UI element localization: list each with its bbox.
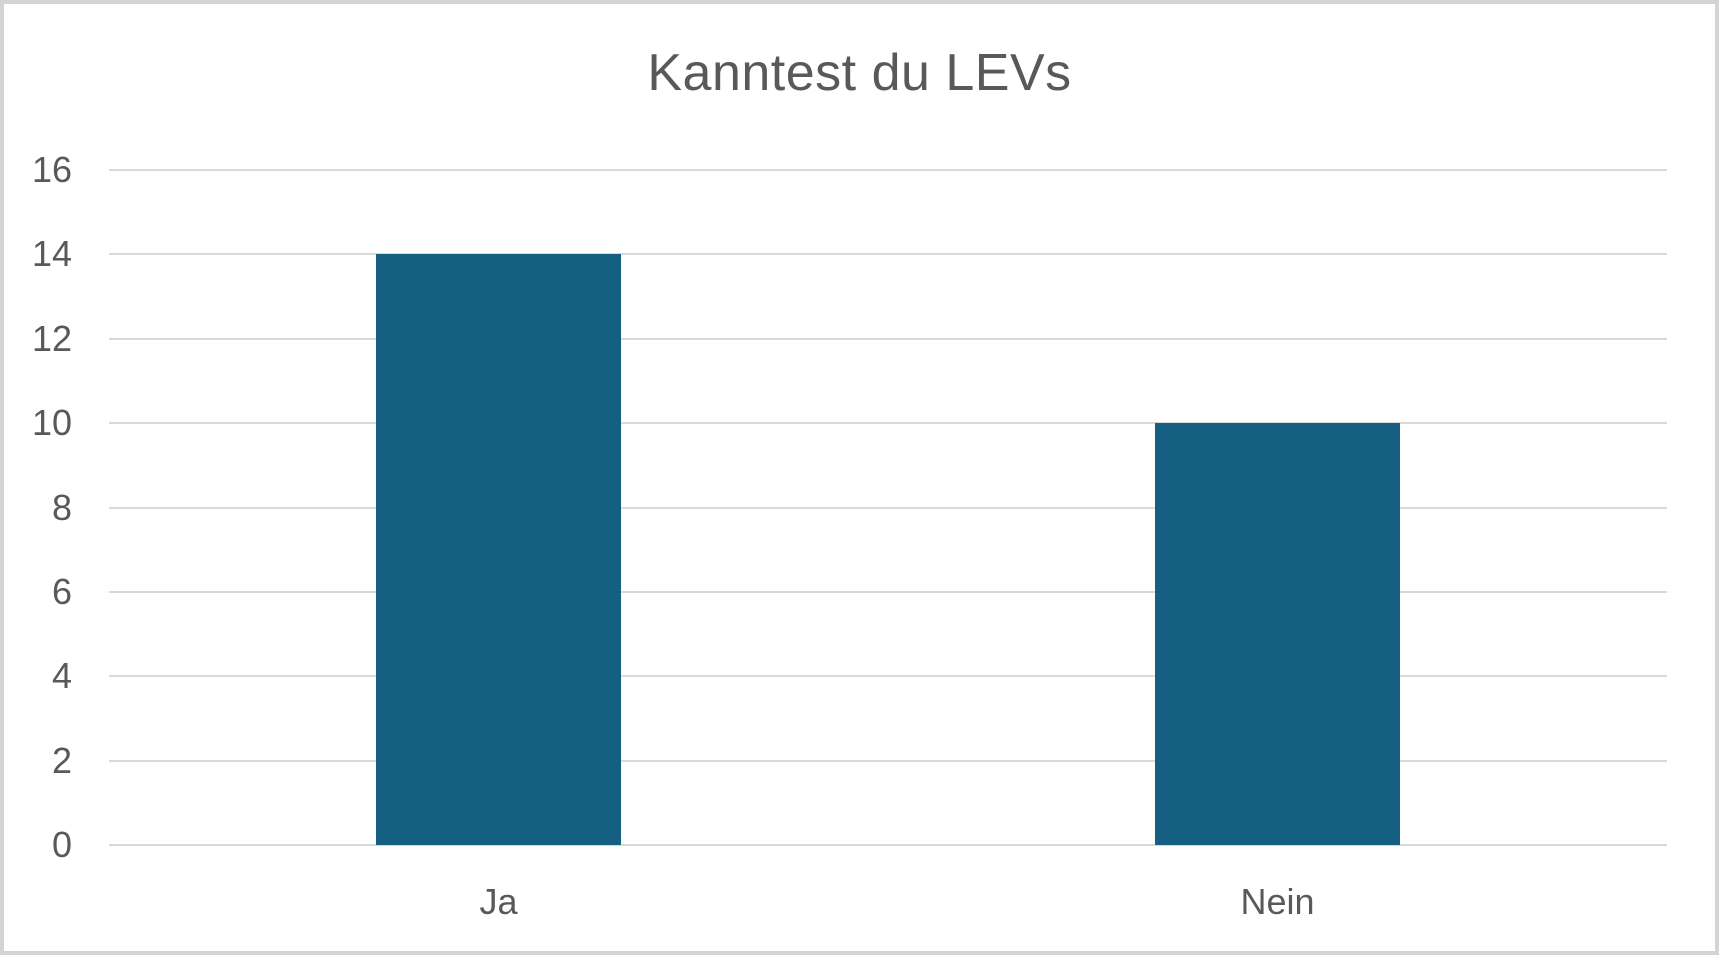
bar-ja — [376, 254, 621, 845]
gridline — [109, 337, 1667, 340]
y-tick-label: 12 — [31, 317, 72, 359]
gridline — [109, 675, 1667, 678]
x-tick-label: Ja — [479, 881, 518, 922]
chart-title: Kanntest du LEVs — [647, 44, 1072, 102]
y-tick-label: 14 — [31, 233, 72, 275]
gridline — [109, 844, 1667, 846]
y-tick-label: 10 — [31, 402, 72, 444]
y-tick-label: 2 — [51, 739, 72, 781]
y-tick-label: 0 — [51, 824, 72, 865]
plot-area — [109, 169, 1667, 846]
gridline — [109, 169, 1667, 171]
y-tick-label: 16 — [31, 149, 72, 190]
gridline — [109, 506, 1667, 509]
gridline — [109, 590, 1667, 593]
gridline — [109, 422, 1667, 425]
gridline — [109, 759, 1667, 762]
y-tick-label: 8 — [51, 486, 72, 528]
x-tick-label: Nein — [1240, 881, 1315, 922]
bar-nein — [1155, 423, 1400, 845]
gridline — [109, 253, 1667, 256]
y-tick-label: 6 — [51, 570, 72, 612]
y-tick-label: 4 — [51, 655, 72, 697]
